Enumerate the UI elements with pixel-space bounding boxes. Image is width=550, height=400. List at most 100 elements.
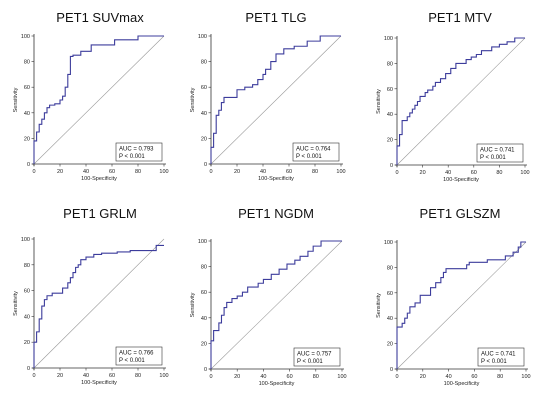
chart-title: PET1 GRLM (63, 206, 137, 221)
auc-box (476, 143, 524, 163)
x-tick-label: 0 (209, 169, 212, 175)
y-tick-label: 0 (390, 163, 393, 169)
y-tick-label: 20 (201, 341, 207, 347)
x-tick-label: 20 (57, 373, 63, 379)
roc-curve (396, 241, 526, 369)
x-tick-label: 0 (32, 169, 35, 175)
p-value: P < 0.001 (119, 358, 145, 364)
chart-title: PET1 NGDM (238, 206, 314, 221)
x-tick-label: 0 (209, 374, 212, 380)
p-value: P < 0.001 (296, 154, 322, 160)
x-tick-label: 100 (159, 373, 168, 379)
y-tick-label: 40 (387, 112, 393, 118)
p-value: P < 0.001 (119, 154, 145, 160)
y-tick-label: 80 (387, 61, 393, 67)
y-tick-label: 60 (24, 289, 30, 295)
auc-value: AUC = 0.766 (119, 351, 154, 357)
x-tick-label: 80 (135, 169, 141, 175)
p-value: P < 0.001 (297, 359, 323, 365)
auc-box (477, 347, 525, 367)
x-tick-label: 40 (83, 169, 89, 175)
x-axis-label: 100-Specificity (259, 381, 295, 387)
auc-box (115, 346, 163, 366)
x-tick-label: 20 (420, 170, 426, 176)
x-tick-label: 60 (109, 169, 115, 175)
x-tick-label: 40 (260, 169, 266, 175)
y-tick-label: 100 (21, 237, 30, 243)
y-tick-label: 40 (24, 314, 30, 320)
x-tick-label: 0 (395, 170, 398, 176)
y-tick-label: 40 (387, 316, 393, 322)
x-tick-label: 100 (521, 374, 530, 380)
p-value: P < 0.001 (480, 155, 506, 161)
y-tick-label: 0 (27, 366, 30, 372)
chart-title: PET1 SUVmax (56, 10, 144, 25)
y-tick-label: 20 (387, 342, 393, 348)
y-axis-label: Sensitivity (13, 291, 19, 316)
chart-title: PET1 TLG (245, 10, 306, 25)
y-tick-label: 40 (201, 111, 207, 117)
x-axis-label: 100-Specificity (81, 176, 117, 182)
x-tick-label: 20 (234, 374, 240, 380)
y-axis-label: Sensitivity (13, 87, 19, 112)
auc-value: AUC = 0.741 (481, 352, 516, 358)
x-tick-label: 80 (312, 169, 318, 175)
reference-diagonal (33, 35, 165, 165)
y-tick-label: 0 (27, 162, 30, 168)
chart-title: PET1 MTV (428, 10, 492, 25)
x-tick-label: 40 (260, 374, 266, 380)
y-tick-label: 100 (198, 34, 207, 40)
x-tick-label: 40 (445, 170, 451, 176)
y-tick-label: 0 (204, 367, 207, 373)
roc-panel: PET1 NGDM 0 20 40 60 80 100 0 20 40 60 80 100 100-Spe… (190, 206, 347, 387)
y-tick-label: 40 (201, 316, 207, 322)
x-tick-label: 0 (32, 373, 35, 379)
x-tick-label: 100 (337, 374, 346, 380)
x-axis-label: 100-Specificity (444, 381, 480, 387)
reference-diagonal (33, 238, 165, 369)
y-tick-label: 60 (387, 87, 393, 93)
y-tick-label: 80 (24, 263, 30, 269)
x-tick-label: 80 (313, 374, 319, 380)
x-tick-label: 100 (159, 169, 168, 175)
y-tick-label: 60 (387, 291, 393, 297)
y-axis-label: Sensitivity (190, 87, 196, 112)
roc-curve (210, 35, 341, 164)
y-tick-label: 80 (201, 60, 207, 66)
auc-value: AUC = 0.741 (480, 148, 515, 154)
roc-panel: PET1 GLSZM 0 20 40 60 80 100 0 20 40 60 80 100 100-Sp… (376, 206, 531, 387)
auc-value: AUC = 0.757 (297, 352, 332, 358)
y-tick-label: 20 (201, 136, 207, 142)
x-tick-label: 40 (83, 373, 89, 379)
y-tick-label: 20 (24, 136, 30, 142)
y-tick-label: 0 (204, 162, 207, 168)
y-tick-label: 100 (384, 240, 393, 246)
roc-curve (210, 240, 342, 369)
auc-value: AUC = 0.793 (119, 147, 154, 153)
auc-value: AUC = 0.764 (296, 147, 331, 153)
p-value: P < 0.001 (481, 359, 507, 365)
y-tick-label: 100 (198, 239, 207, 245)
x-tick-label: 60 (471, 170, 477, 176)
y-axis-label: Sensitivity (376, 89, 382, 114)
x-tick-label: 20 (420, 374, 426, 380)
roc-panel: PET1 TLG 0 20 40 60 80 100 0 20 40 60 80 100 100-Spec… (190, 10, 346, 182)
y-tick-label: 0 (390, 367, 393, 373)
x-tick-label: 60 (287, 374, 293, 380)
x-tick-label: 0 (395, 374, 398, 380)
roc-curve (33, 35, 164, 164)
auc-box (115, 142, 163, 162)
auc-box (293, 347, 341, 367)
x-tick-label: 60 (471, 374, 477, 380)
x-tick-label: 60 (109, 373, 115, 379)
roc-panel: PET1 MTV 0 20 40 60 80 100 0 20 40 60 80 100 100-Spec… (376, 10, 530, 183)
chart-title: PET1 GLSZM (420, 206, 501, 221)
x-tick-label: 20 (234, 169, 240, 175)
x-tick-label: 80 (135, 373, 141, 379)
y-tick-label: 80 (201, 265, 207, 271)
roc-curve (396, 37, 525, 165)
x-axis-label: 100-Specificity (258, 176, 294, 182)
y-tick-label: 60 (201, 290, 207, 296)
y-tick-label: 20 (24, 340, 30, 346)
